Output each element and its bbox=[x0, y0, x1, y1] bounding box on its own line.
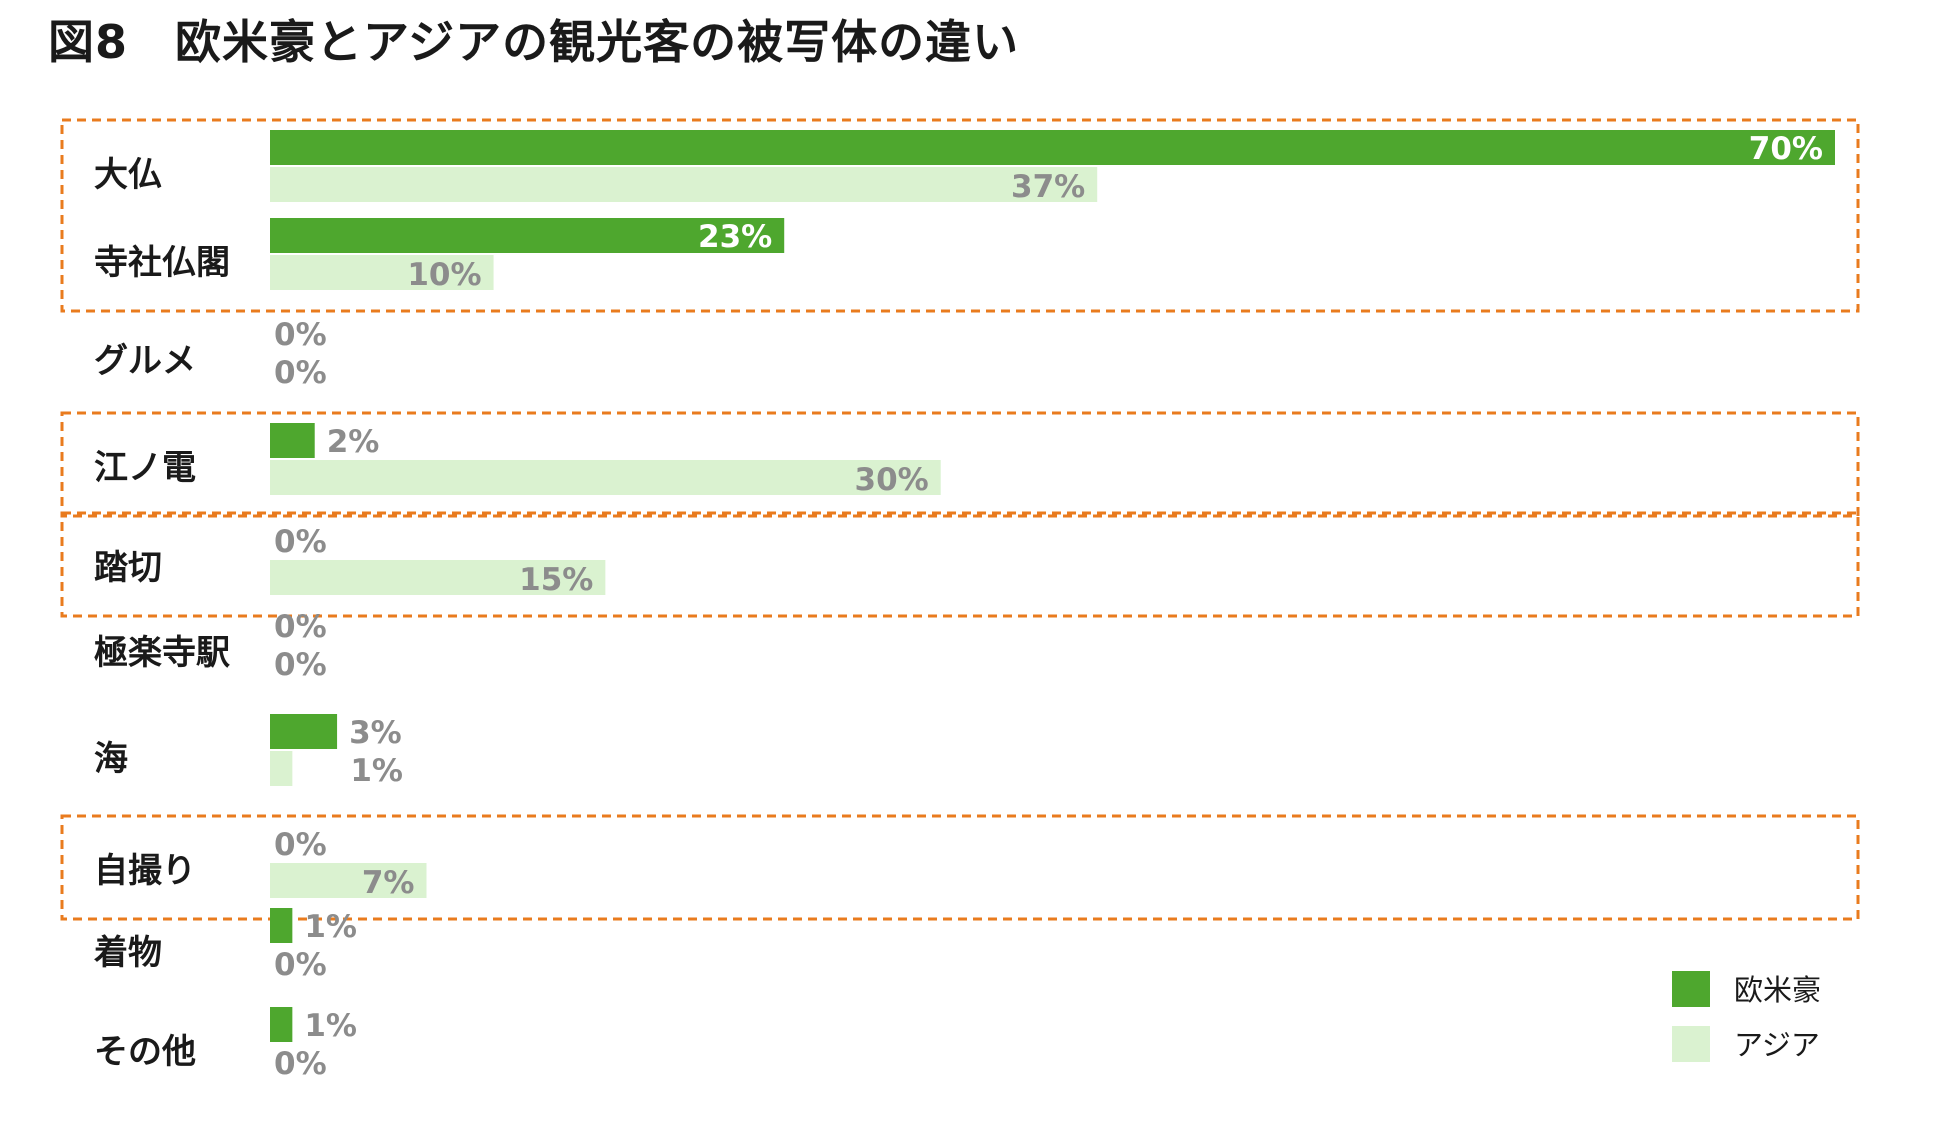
data-label-アジア: 37% bbox=[1011, 169, 1085, 205]
data-label-アジア: 0% bbox=[274, 1046, 327, 1082]
data-label-欧米豪: 2% bbox=[327, 424, 380, 460]
bar-アジア bbox=[270, 560, 606, 595]
bar-アジア bbox=[270, 863, 427, 898]
data-label-アジア: 1% bbox=[350, 753, 403, 789]
data-label-欧米豪: 0% bbox=[274, 317, 327, 353]
category-label: 踏切 bbox=[94, 548, 162, 588]
bar-欧米豪 bbox=[270, 714, 338, 749]
data-label-アジア: 10% bbox=[407, 257, 481, 293]
category-label: 江ノ電 bbox=[94, 448, 196, 488]
highlight-box-4 bbox=[60, 814, 1860, 921]
bar-欧米豪 bbox=[270, 908, 293, 943]
legend-swatch-欧米豪 bbox=[1672, 971, 1710, 1007]
highlight-box-1 bbox=[60, 118, 1860, 313]
labels-group: 大仏70%37%寺社仏閣23%10%グルメ0%0%江ノ電2%30%踏切0%15%… bbox=[93, 131, 1823, 1082]
data-label-欧米豪: 1% bbox=[304, 1008, 357, 1044]
highlight-box-2 bbox=[60, 411, 1860, 518]
bar-アジア bbox=[270, 255, 494, 290]
bar-アジア bbox=[270, 460, 941, 495]
data-label-欧米豪: 23% bbox=[698, 219, 772, 255]
data-label-欧米豪: 0% bbox=[274, 827, 327, 863]
category-label: 海 bbox=[94, 739, 128, 779]
category-label: 自撮り bbox=[94, 851, 196, 891]
category-label: その他 bbox=[94, 1032, 196, 1072]
bar-欧米豪 bbox=[270, 218, 785, 253]
bar-欧米豪 bbox=[270, 1007, 293, 1042]
legend-swatch-アジア bbox=[1672, 1026, 1710, 1062]
highlight-box-3 bbox=[60, 511, 1860, 618]
category-label: 寺社仏閣 bbox=[94, 243, 230, 283]
data-label-アジア: 15% bbox=[519, 562, 593, 598]
data-label-欧米豪: 3% bbox=[349, 715, 402, 751]
data-label-アジア: 0% bbox=[274, 647, 327, 683]
data-label-欧米豪: 70% bbox=[1749, 131, 1823, 167]
bar-アジア bbox=[270, 167, 1098, 202]
chart-title: 図8 欧米豪とアジアの観光客の被写体の違い bbox=[48, 15, 1020, 69]
data-label-アジア: 0% bbox=[274, 355, 327, 391]
bar-アジア bbox=[270, 751, 293, 786]
category-label: 極楽寺駅 bbox=[94, 633, 230, 673]
data-label-アジア: 30% bbox=[855, 462, 929, 498]
data-label-アジア: 0% bbox=[274, 947, 327, 983]
data-label-欧米豪: 0% bbox=[274, 524, 327, 560]
bar-欧米豪 bbox=[270, 130, 1835, 165]
legend-label-アジア: アジア bbox=[1734, 1028, 1820, 1062]
legend-label-欧米豪: 欧米豪 bbox=[1734, 973, 1821, 1007]
category-label: グルメ bbox=[94, 341, 196, 381]
data-label-欧米豪: 1% bbox=[304, 909, 357, 945]
highlight-boxes bbox=[60, 118, 1860, 921]
category-label: 着物 bbox=[93, 933, 162, 973]
data-label-欧米豪: 0% bbox=[274, 609, 327, 645]
category-label: 大仏 bbox=[94, 155, 162, 195]
bars-group bbox=[270, 130, 1835, 1042]
bar-欧米豪 bbox=[270, 423, 315, 458]
data-label-アジア: 7% bbox=[362, 865, 415, 901]
